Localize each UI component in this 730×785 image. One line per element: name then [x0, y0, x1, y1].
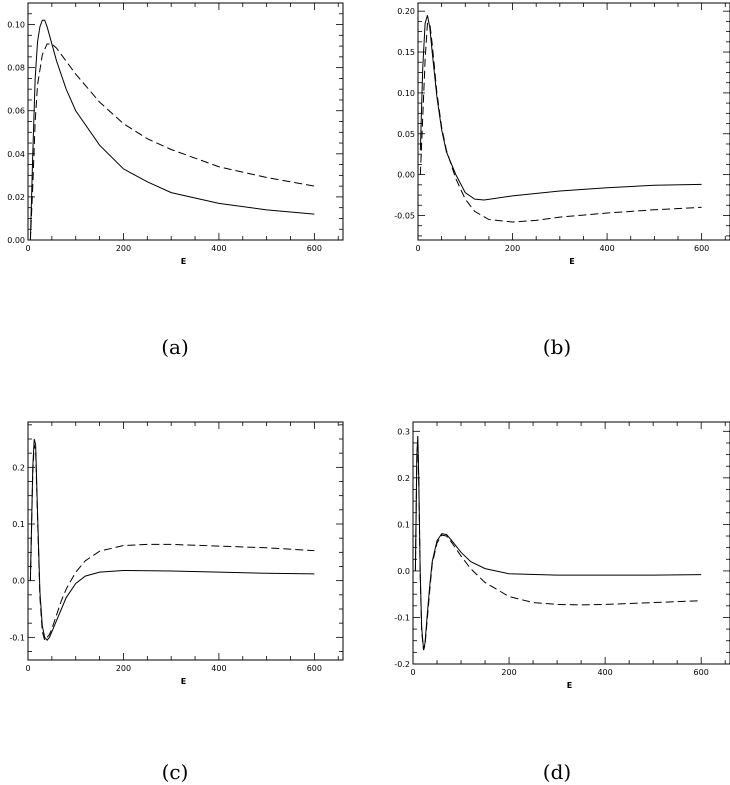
x-tick-label: 0: [410, 668, 415, 677]
series-line-solid: [419, 15, 702, 201]
y-tick-label: -0.1: [9, 633, 25, 642]
y-tick-label: 0.3: [397, 427, 410, 436]
y-tick-label: 0.08: [7, 64, 25, 73]
panel-c: 0 200 400 600 -0.1 0.0 0.1 0.2 E (c): [9, 421, 344, 784]
plot-frame: [27, 421, 344, 661]
y-tick-label: 0.00: [397, 171, 415, 180]
y-tick-label: 0.2: [397, 474, 410, 483]
x-axis-label: E: [567, 681, 572, 690]
x-tick-label: 600: [694, 668, 709, 677]
y-tick-label: 0.10: [7, 21, 25, 30]
y-tick-label: 0.2: [12, 463, 25, 472]
panel-caption-a: (a): [161, 335, 189, 359]
panel-d: 0 200 400 600 -0.2 -0.1 0.0 0.1 0.2 0.3 E (d): [394, 421, 730, 784]
y-tick-label: 0.20: [397, 7, 415, 16]
y-tick-label: 0.00: [7, 236, 25, 245]
y-tick-label: 0.1: [397, 520, 410, 529]
x-tick-label: 600: [307, 664, 322, 673]
y-tick-label: 0.15: [397, 48, 415, 57]
series-line-dashed: [419, 22, 702, 223]
x-tick-label: 0: [25, 244, 30, 253]
x-axis-label: E: [181, 257, 186, 266]
series-line-solid: [414, 435, 702, 651]
x-axis-label: E: [181, 677, 186, 686]
y-tick-label: 0.1: [12, 520, 25, 529]
x-tick-label: 400: [211, 244, 226, 253]
x-tick-label: 400: [599, 244, 614, 253]
series-line-solid: [29, 19, 315, 241]
y-tick-label: 0.0: [397, 567, 410, 576]
y-tick-label: -0.05: [394, 211, 415, 220]
plot-frame: [27, 2, 344, 241]
y-tick-label: -0.2: [394, 660, 410, 669]
x-tick-label: 200: [505, 244, 520, 253]
y-tick-label: 0.10: [397, 89, 415, 98]
y-tick-label: 0.05: [397, 130, 415, 139]
panel-caption-b: (b): [543, 335, 571, 359]
plot-frame: [412, 421, 730, 665]
x-tick-label: 200: [116, 664, 131, 673]
x-axis-label: E: [569, 257, 574, 266]
series-line-dashed: [414, 440, 702, 651]
x-tick-label: 400: [211, 664, 226, 673]
x-tick-label: 600: [307, 244, 322, 253]
panel-b: 0 200 400 600 -0.05 0.00 0.05 0.10 0.15 0.20 E (b): [394, 2, 730, 359]
y-tick-label: -0.1: [394, 613, 410, 622]
x-tick-label: 600: [694, 244, 709, 253]
x-tick-label: 200: [116, 244, 131, 253]
y-tick-label: 0.0: [12, 577, 25, 586]
series-line-dashed: [29, 444, 315, 642]
y-tick-label: 0.04: [7, 150, 25, 159]
x-tick-label: 0: [415, 244, 420, 253]
x-tick-label: 200: [501, 668, 516, 677]
plot-frame: [417, 2, 730, 241]
panel-caption-c: (c): [162, 760, 189, 784]
series-line-solid: [29, 438, 315, 641]
x-tick-label: 400: [597, 668, 612, 677]
x-tick-label: 0: [25, 664, 30, 673]
panel-caption-d: (d): [543, 760, 571, 784]
y-tick-label: 0.02: [7, 193, 25, 202]
panel-a: 0 200 400 600 0.00 0.02 0.04 0.06 0.08 0.10 E (a): [7, 2, 344, 359]
y-tick-label: 0.06: [7, 107, 25, 116]
